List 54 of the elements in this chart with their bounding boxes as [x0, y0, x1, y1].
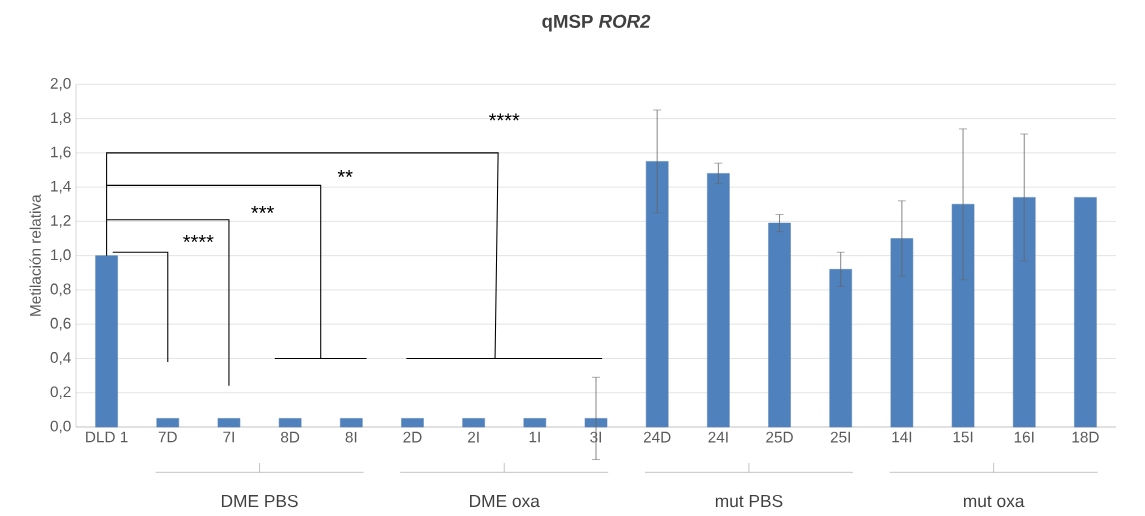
bar	[829, 269, 852, 428]
annotation: ****	[183, 235, 214, 243]
x-tick-label: 7D	[158, 431, 177, 443]
bar	[1074, 197, 1097, 428]
bar	[401, 418, 424, 428]
x-tick-label: 14I	[892, 431, 912, 443]
x-tick-label: 2D	[403, 431, 422, 443]
x-tick-label: 8D	[281, 431, 300, 443]
bar	[523, 418, 547, 428]
text: DME PBS	[221, 494, 298, 508]
x-tick-label: 3I	[590, 431, 601, 443]
x-tick-label: 8I	[345, 431, 357, 443]
text: DME oxa	[470, 495, 540, 508]
annotation: **	[337, 169, 353, 177]
bar	[95, 255, 118, 428]
y-axis-title: Metilación relativa	[29, 194, 41, 316]
bar	[278, 418, 302, 428]
bar	[890, 238, 914, 428]
x-tick-label: 18D	[1072, 431, 1099, 443]
bar	[1012, 197, 1036, 428]
y-tick-label: 1,4	[51, 180, 71, 194]
y-tick-label: 0,6	[50, 317, 71, 331]
bar	[951, 203, 975, 428]
x-tick-label: 7I	[223, 431, 234, 443]
annotation: ***	[251, 205, 274, 213]
y-tick-label: 0,2	[50, 386, 71, 400]
text: mut PBS	[715, 494, 783, 508]
bar	[156, 418, 180, 428]
bar	[707, 173, 730, 428]
bar	[768, 222, 791, 428]
y-tick-label: 1,0	[51, 249, 71, 262]
y-tick-label: 0,4	[50, 352, 71, 365]
x-tick-label: 24I	[708, 431, 728, 443]
x-tick-label: 16I	[1014, 431, 1034, 443]
text: mut oxa	[963, 495, 1025, 508]
x-tick-label: DLD 1	[86, 431, 128, 443]
x-tick-label: 15I	[953, 431, 973, 443]
y-tick-label: 0,8	[50, 283, 71, 297]
x-tick-label: 2I	[468, 431, 479, 443]
y-tick-label: 0,0	[50, 420, 71, 434]
x-tick-label: 1I	[529, 431, 540, 443]
annotation: ****	[488, 113, 520, 121]
y-tick-label: 2,0	[50, 77, 71, 91]
chart-title: qMSP ROR2	[542, 14, 651, 32]
bar	[340, 418, 363, 428]
bar	[645, 161, 669, 428]
y-tick-label: 1,2	[51, 215, 71, 228]
bar	[217, 418, 241, 428]
x-tick-label: 25I	[830, 431, 850, 443]
x-tick-label: 24D	[643, 431, 671, 443]
x-tick-label: 25D	[766, 431, 793, 443]
y-tick-label: 1,6	[51, 146, 71, 160]
bar	[462, 418, 485, 428]
y-tick-label: 1,8	[51, 112, 71, 125]
